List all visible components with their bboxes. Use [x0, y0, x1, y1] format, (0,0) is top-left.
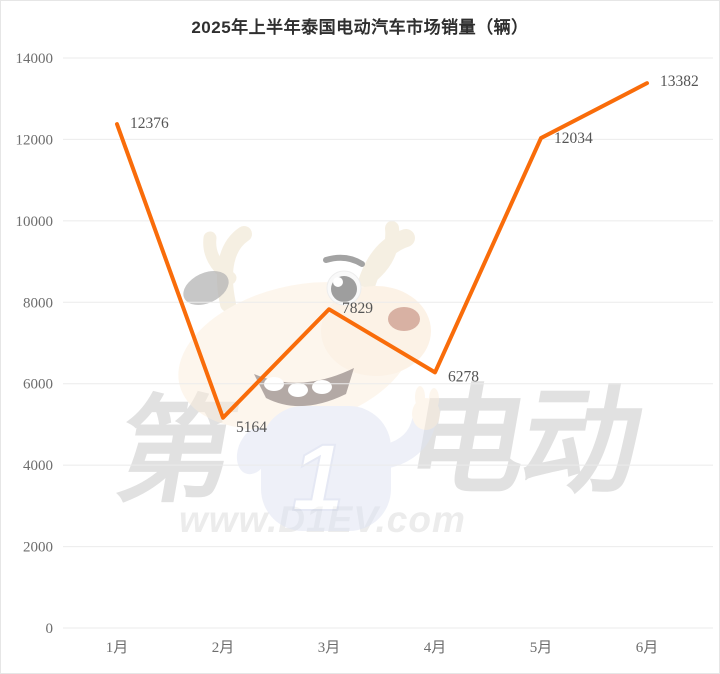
y-axis-tick-label: 14000 [16, 51, 54, 67]
y-axis-tick-label: 2000 [23, 540, 53, 556]
x-axis-tick-label: 3月 [318, 640, 341, 656]
x-axis-tick-label: 5月 [530, 640, 553, 656]
y-axis-tick-label: 8000 [23, 295, 53, 311]
mascot-eye [323, 254, 365, 306]
sales-line [115, 81, 649, 420]
x-axis-tick-label: 6月 [636, 640, 659, 656]
x-axis-tick-label: 4月 [424, 640, 447, 656]
data-point-label: 7829 [342, 300, 373, 317]
x-axis-tick-label: 1月 [106, 640, 129, 656]
x-axis-tick-label: 2月 [212, 640, 235, 656]
data-point-label: 13382 [660, 73, 699, 90]
y-axis-tick-label: 6000 [23, 377, 53, 393]
y-axis-tick-label: 0 [46, 621, 54, 637]
mascot-nose [388, 307, 420, 331]
mascot-body: 1 [236, 386, 440, 532]
data-point-label: 12376 [130, 115, 169, 132]
data-point-label: 6278 [448, 368, 479, 385]
data-point-label: 12034 [554, 130, 593, 147]
y-axis-tick-label: 4000 [23, 458, 53, 474]
mascot-ear [183, 271, 229, 305]
svg-text:1: 1 [292, 425, 345, 531]
y-axis-tick-label: 12000 [16, 132, 54, 148]
data-point-label: 5164 [236, 419, 267, 436]
chart-title: 2025年上半年泰国电动汽车市场销量（辆） [191, 18, 529, 37]
y-axis-tick-label: 10000 [16, 214, 54, 230]
